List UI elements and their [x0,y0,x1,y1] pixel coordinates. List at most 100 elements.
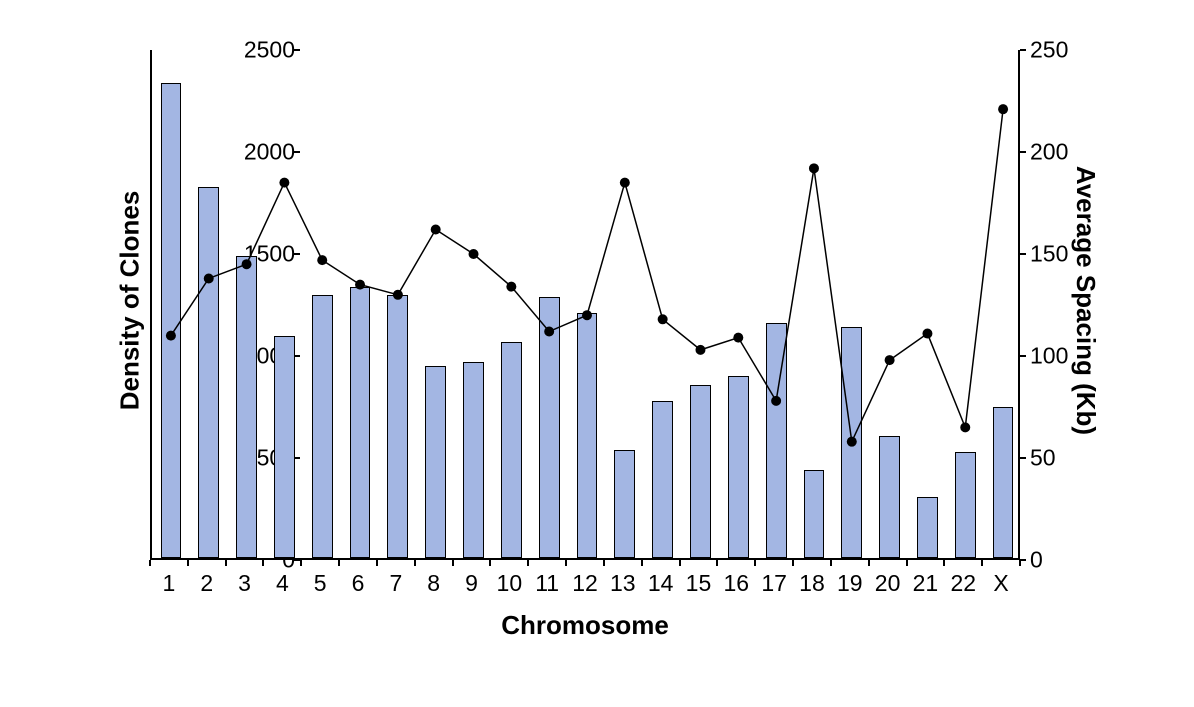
x-tick-label: 11 [535,570,559,597]
y-tick-right-label: 150 [1030,241,1068,268]
y-tick-right-mark [1020,151,1026,153]
line-marker [885,355,895,365]
x-tick-mark [981,560,983,566]
bar [841,327,862,558]
x-tick-mark [338,560,340,566]
bar [955,452,976,558]
bar [728,376,749,558]
x-tick-label: 1 [163,570,176,597]
x-tick-mark [187,560,189,566]
x-tick-mark [414,560,416,566]
bar [614,450,635,558]
bar [766,323,787,558]
x-tick-label: 16 [724,570,750,597]
y-axis-left-label: Density of Clones [114,191,145,411]
x-tick-label: 18 [799,570,825,597]
line-marker [469,249,479,259]
bar [539,297,560,558]
line-marker [620,178,630,188]
line-marker [658,314,668,324]
x-tick-mark [754,560,756,566]
x-tick-label: 8 [427,570,440,597]
bar [652,401,673,558]
x-tick-mark [906,560,908,566]
x-tick-mark [225,560,227,566]
x-tick-label: 13 [610,570,636,597]
x-tick-label: X [993,570,1008,597]
line-marker [695,345,705,355]
line-marker [733,333,743,343]
x-tick-mark [376,560,378,566]
x-tick-mark [868,560,870,566]
y-tick-right-label: 250 [1030,37,1068,64]
y-tick-right-mark [1020,253,1026,255]
bar [690,385,711,558]
y-tick-right-label: 200 [1030,139,1068,166]
y-tick-right-mark [1020,49,1026,51]
plot-area [150,50,1020,560]
x-tick-mark [300,560,302,566]
y-tick-right-mark [1020,355,1026,357]
bar [350,287,371,558]
x-tick-label: 17 [761,570,787,597]
x-tick-label: 21 [913,570,939,597]
bar [501,342,522,558]
x-tick-label: 5 [314,570,327,597]
x-tick-label: 2 [200,570,213,597]
chart-container: Density of Clones Average Spacing (Kb) C… [70,30,1170,670]
x-axis-label: Chromosome [150,610,1020,641]
x-tick-label: 20 [875,570,901,597]
bar [577,313,598,558]
line-marker [809,163,819,173]
line-marker [317,255,327,265]
bar [387,295,408,558]
x-tick-label: 14 [648,570,674,597]
x-tick-mark [830,560,832,566]
line-marker [998,104,1008,114]
bar [198,187,219,558]
line-marker [960,422,970,432]
y-tick-right-mark [1020,457,1026,459]
bar [425,366,446,558]
x-tick-mark [527,560,529,566]
bar [879,436,900,558]
bar [312,295,333,558]
x-tick-mark [792,560,794,566]
bar [993,407,1014,558]
line-marker [431,225,441,235]
x-tick-label: 19 [837,570,863,597]
x-tick-label: 12 [572,570,598,597]
x-tick-label: 6 [352,570,365,597]
y-tick-right-label: 100 [1030,343,1068,370]
x-tick-mark [716,560,718,566]
x-tick-mark [452,560,454,566]
x-tick-mark [603,560,605,566]
bar [161,83,182,558]
line-marker [279,178,289,188]
x-tick-label: 9 [465,570,478,597]
x-tick-mark [565,560,567,566]
x-tick-mark [489,560,491,566]
x-tick-mark [1019,560,1021,566]
x-tick-label: 22 [950,570,976,597]
x-tick-label: 10 [497,570,523,597]
x-tick-mark [149,560,151,566]
x-tick-mark [679,560,681,566]
x-tick-mark [943,560,945,566]
y-tick-right-label: 50 [1030,445,1056,472]
bar [274,336,295,558]
bar [917,497,938,558]
x-tick-label: 4 [276,570,289,597]
x-tick-label: 15 [686,570,712,597]
bar [236,256,257,558]
x-tick-label: 7 [389,570,402,597]
x-tick-mark [641,560,643,566]
bar [463,362,484,558]
line-marker [922,329,932,339]
bar [804,470,825,558]
y-axis-right-label: Average Spacing (Kb) [1070,166,1101,435]
x-tick-label: 3 [238,570,251,597]
line-marker [506,282,516,292]
x-tick-mark [262,560,264,566]
y-tick-right-label: 0 [1030,547,1043,574]
